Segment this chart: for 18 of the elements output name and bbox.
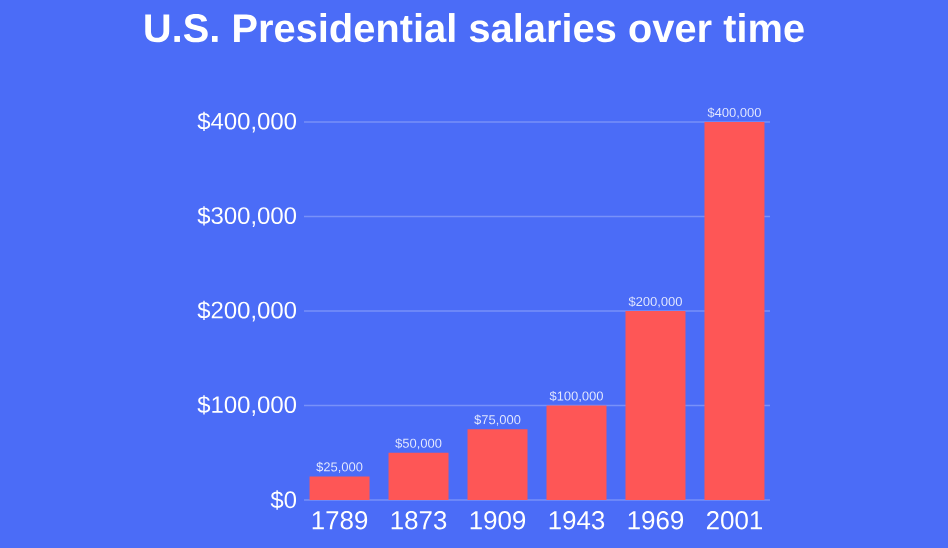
y-tick-label: $400,000: [197, 111, 297, 133]
bar: [309, 476, 370, 500]
bar: [625, 311, 686, 500]
bar: [467, 429, 528, 500]
y-tick-label: $100,000: [197, 395, 297, 416]
bar: [704, 122, 765, 500]
x-tick-label: 1909: [470, 511, 526, 530]
y-tick-label: $300,000: [197, 206, 297, 227]
x-tick-label: 2001: [706, 511, 763, 530]
x-tick-label: 1969: [628, 511, 684, 530]
bar: [388, 452, 449, 500]
chart-title: U.S. Presidential salaries over time: [145, 13, 804, 43]
x-tick-label: 1789: [312, 511, 368, 530]
y-tick-label: $200,000: [197, 300, 297, 322]
x-tick-label: 1873: [391, 511, 447, 530]
x-tick-label: 1943: [549, 511, 605, 530]
bar: [546, 405, 607, 500]
y-tick-label: $0: [270, 490, 297, 510]
